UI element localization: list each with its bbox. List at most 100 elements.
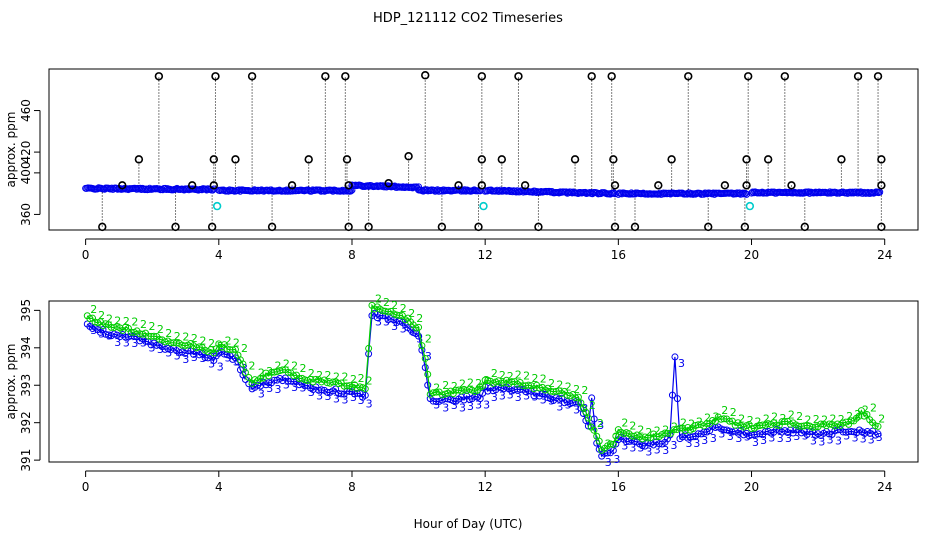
bottom-panel-y-tick-label: 391: [19, 449, 33, 472]
series-2-green-label: 2: [400, 302, 407, 315]
bottom-panel-x-tick-label: 4: [215, 480, 223, 494]
series-3-blue-label: 3: [350, 391, 357, 404]
series-2-green-point: [229, 346, 237, 354]
series-2-green-label: 2: [788, 409, 795, 422]
series-2-green-point: [811, 423, 819, 431]
series-3-blue-point: [424, 381, 432, 389]
baseline-point: [210, 185, 218, 193]
low-black-point: [630, 222, 640, 232]
series-2-green-point: [609, 440, 617, 448]
series-2-green-point: [195, 343, 203, 351]
series-2-green-label: 2: [862, 403, 869, 416]
series-2-green-label: 2: [821, 414, 828, 427]
series-3-blue-point: [353, 389, 361, 397]
cyan-points-point: [745, 201, 755, 211]
series-3-blue-label: 3: [785, 432, 792, 445]
series-3-blue-label: 3: [843, 430, 850, 443]
series-2-green-label: 2: [838, 413, 845, 426]
top-panel-x-tick-label: 8: [348, 248, 356, 262]
series-3-blue-point: [265, 379, 273, 387]
series-2-green-label: 2: [291, 359, 298, 372]
series-2-green-label: 2: [123, 315, 130, 328]
low-black-point: [474, 222, 483, 232]
series-3-blue-label: 3: [531, 391, 538, 404]
series-2-green-label: 2: [704, 412, 711, 425]
spikes-black-point: [853, 72, 863, 81]
series-3-blue-label: 3: [98, 327, 105, 340]
x-axis-label: Hour of Day (UTC): [414, 517, 523, 531]
series-2-green-label: 2: [182, 330, 189, 343]
series-2-green-label: 2: [548, 377, 555, 390]
series-2-green-label: 2: [730, 406, 737, 419]
mid-black-point: [304, 155, 313, 164]
series-3-blue-label: 3: [366, 397, 373, 410]
series-2-green-label: 2: [191, 332, 198, 345]
series-3-blue-label: 3: [835, 434, 842, 447]
mid-black-point: [877, 155, 886, 164]
series-3-blue-point: [465, 395, 473, 403]
series-2-green-label: 2: [573, 383, 580, 396]
series-3-blue-label: 3: [442, 401, 449, 414]
series-2-green-point: [855, 412, 863, 420]
spikes-black-point: [780, 72, 790, 81]
series-3-blue-label: 3: [174, 350, 181, 363]
spikes-black-point: [684, 72, 693, 81]
series-3-blue-label: 3: [777, 432, 784, 445]
series-3-blue-label: 3: [433, 399, 440, 412]
series-2-green-label: 2: [813, 413, 820, 426]
series-2-green-label: 2: [771, 411, 778, 424]
series-2-green-label: 2: [90, 303, 97, 316]
series-2-green-point: [497, 379, 505, 387]
series-2-green-label: 2: [721, 404, 728, 417]
series-2-green-point: [644, 434, 652, 442]
series-2-green-point: [572, 394, 580, 402]
spikes-black-point: [514, 72, 523, 81]
series-2-green-label: 2: [475, 377, 482, 390]
series-2-green-label: 2: [391, 299, 398, 312]
mid-black-point: [342, 155, 352, 164]
low-black-point: [704, 222, 713, 232]
bottom-panel-x-tick-label: 24: [877, 480, 892, 494]
series-3-blue-label: 3: [291, 381, 298, 394]
small-black-point: [187, 181, 197, 190]
series-3-blue-label: 3: [768, 432, 775, 445]
series-2-green-label: 2: [225, 334, 232, 347]
series-2-green-label: 2: [713, 411, 720, 424]
series-2-green-label: 2: [98, 309, 105, 322]
series-2-green-label: 2: [654, 425, 661, 438]
mid-black-point: [231, 155, 240, 164]
series-2-green-label: 2: [199, 335, 206, 348]
cyan-points-point: [479, 201, 488, 211]
series-3-blue-label: 3: [654, 443, 661, 456]
series-3-blue-label: 3: [342, 394, 349, 407]
small-black-point: [877, 181, 886, 190]
series-3-blue-label: 3: [693, 437, 700, 450]
series-2-green-point: [595, 437, 603, 445]
mid-black-point: [404, 152, 413, 161]
series-3-blue-label: 3: [459, 401, 466, 414]
series-2-green-label: 2: [796, 410, 803, 423]
series-3-blue-point: [673, 395, 681, 403]
series-3-blue-label: 3: [266, 382, 273, 395]
series-2-green-label: 2: [149, 320, 156, 333]
series-3-blue-label: 3: [629, 442, 636, 455]
series-2-green-label: 2: [241, 342, 248, 355]
series-2-green-label: 2: [451, 380, 458, 393]
series-2-green-label: 2: [266, 365, 273, 378]
series-2-green-point: [312, 375, 320, 383]
series-2-green-point: [150, 332, 158, 340]
series-3-blue-label: 3: [735, 432, 742, 445]
spikes-black-point: [211, 72, 220, 81]
series-2-green-label: 2: [878, 413, 885, 426]
series-3-blue-label: 3: [556, 401, 563, 414]
series-3-blue-label: 3: [852, 432, 859, 445]
series-2-green-point: [102, 320, 110, 328]
series-2-green-label: 2: [459, 377, 466, 390]
series-3-blue-label: 3: [613, 453, 620, 466]
series-3-blue-label: 3: [275, 383, 282, 396]
series-3-blue-label: 3: [333, 392, 340, 405]
series-2-green-point: [582, 408, 590, 416]
series-2-green-point: [479, 382, 487, 390]
